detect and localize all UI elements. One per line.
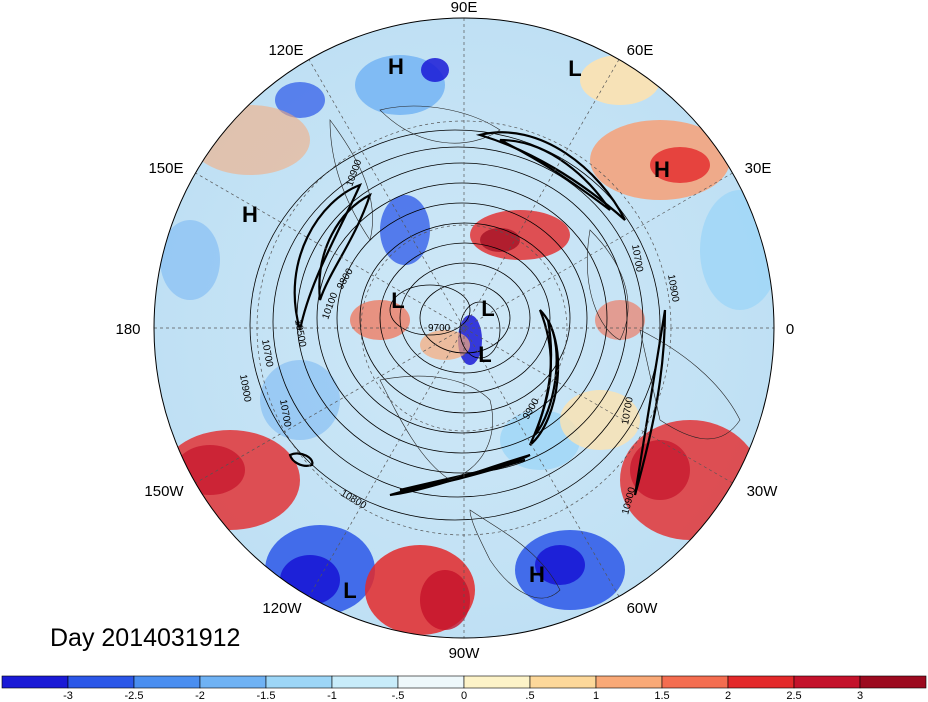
- colorbar-tick-label: .5: [525, 690, 534, 702]
- height-contours: [249, 129, 661, 521]
- colorbar-swatch: [859, 675, 927, 689]
- pressure-system-labels: H L H H L L L H L: [242, 54, 670, 603]
- colorbar-tick-label: -3: [63, 690, 73, 702]
- colorbar-tick-label: 0: [461, 690, 467, 702]
- colorbar-swatch: [133, 675, 201, 689]
- contour-label: 10700: [629, 244, 645, 274]
- colorbar-tick-label: -2: [195, 690, 205, 702]
- colorbar-tick-label: 2: [725, 690, 731, 702]
- graticule: [154, 18, 774, 638]
- colorbar: -3 -2.5 -2 -1.5 -1 -.5 0 .5 1 1.5 2 2.5 3: [1, 675, 927, 702]
- colorbar-tick-label: 1.5: [654, 690, 669, 702]
- contour-label: 10500: [292, 319, 308, 349]
- pressure-system-label: L: [478, 342, 491, 367]
- pressure-system-label: L: [481, 296, 494, 321]
- pressure-system-label: H: [388, 54, 404, 79]
- date-label: Day 2014031912: [50, 624, 240, 652]
- colorbar-swatch: [199, 675, 267, 689]
- lon-label: 90W: [449, 645, 481, 662]
- colorbar-tick-label: 2.5: [786, 690, 801, 702]
- lon-label: 30W: [747, 483, 779, 500]
- lon-label: 120E: [268, 42, 303, 59]
- globe-outline: [153, 17, 775, 639]
- colorbar-swatch: [793, 675, 861, 689]
- colorbar-tick-label: -1.5: [257, 690, 276, 702]
- lon-label: 60W: [627, 600, 659, 617]
- colorbar-swatch: [1, 675, 69, 689]
- contour-label: 10700: [620, 396, 636, 426]
- contour-label: 10700: [259, 339, 275, 369]
- lon-label: 150E: [148, 160, 183, 177]
- pressure-system-label: H: [529, 562, 545, 587]
- pressure-system-label: L: [391, 288, 404, 313]
- lon-label: 150W: [144, 483, 184, 500]
- pressure-system-label: H: [654, 157, 670, 182]
- colorbar-swatch: [265, 675, 333, 689]
- colorbar-swatch: [529, 675, 597, 689]
- contour-label: 10900: [665, 274, 681, 304]
- colorbar-tick-label: 1: [593, 690, 599, 702]
- colorbar-tick-label: -2.5: [125, 690, 144, 702]
- contour-label: 9700: [428, 323, 451, 334]
- lon-label: 90E: [451, 0, 478, 16]
- longitude-labels: 90E 60E 30E 0 30W 60W 90W 120W 150W 180 …: [115, 0, 794, 662]
- pressure-system-label: L: [343, 578, 356, 603]
- colorbar-swatch: [727, 675, 795, 689]
- contour-label: 10900: [237, 374, 253, 404]
- jet-contours: [288, 131, 667, 497]
- pressure-system-label: L: [568, 56, 581, 81]
- pressure-system-label: H: [242, 202, 258, 227]
- colorbar-tick-label: -1: [327, 690, 337, 702]
- colorbar-swatch: [397, 675, 465, 689]
- lon-label: 0: [786, 321, 794, 338]
- lon-label: 60E: [627, 42, 654, 59]
- coastlines: [329, 105, 741, 599]
- lon-label: 30E: [745, 160, 772, 177]
- lon-label: 180: [115, 321, 140, 338]
- colorbar-tick-label: 3: [857, 690, 863, 702]
- colorbar-swatch: [595, 675, 663, 689]
- lon-label: 120W: [262, 600, 302, 617]
- colorbar-swatch: [331, 675, 399, 689]
- colorbar-swatch: [463, 675, 531, 689]
- colorbar-tick-label: -.5: [392, 690, 405, 702]
- colorbar-swatch: [661, 675, 729, 689]
- colorbar-swatch: [67, 675, 135, 689]
- contour-label: 10700: [277, 399, 293, 429]
